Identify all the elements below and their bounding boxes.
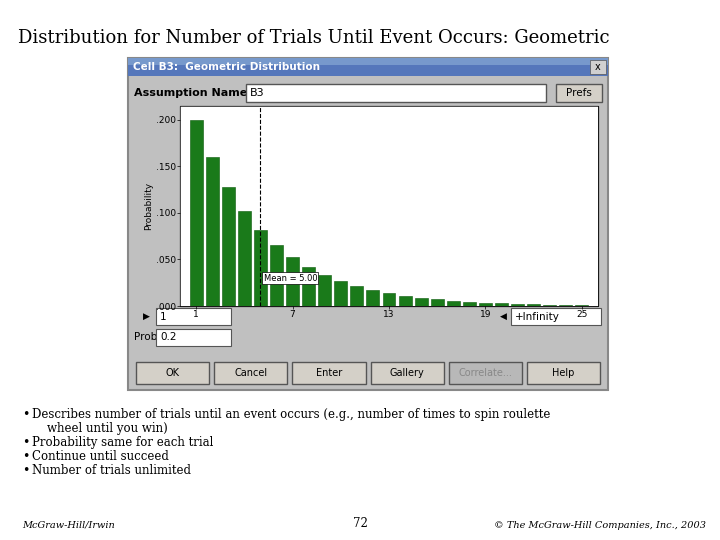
Text: © The McGraw-Hill Companies, Inc., 2003: © The McGraw-Hill Companies, Inc., 2003 (494, 521, 706, 530)
Text: Mean = 5.00: Mean = 5.00 (264, 274, 318, 282)
Text: 72: 72 (353, 517, 367, 530)
Bar (286, 257, 299, 306)
Bar (351, 286, 364, 306)
Text: Cancel: Cancel (234, 368, 267, 378)
Text: x: x (595, 62, 601, 72)
Text: Enter: Enter (316, 368, 342, 378)
Bar (136, 362, 210, 384)
Bar (189, 120, 202, 306)
Bar (544, 305, 557, 306)
Text: Describes number of trials until an event occurs (e.g., number of times to spin : Describes number of trials until an even… (32, 408, 550, 421)
Bar (270, 245, 283, 306)
Text: +Infinity: +Infinity (515, 312, 560, 321)
Bar (449, 362, 522, 384)
Text: B3: B3 (250, 88, 265, 98)
Bar (511, 308, 601, 325)
Text: wheel until you win): wheel until you win) (32, 422, 168, 435)
Bar (128, 58, 608, 76)
Bar (527, 362, 600, 384)
Bar (431, 300, 444, 306)
Text: •: • (22, 464, 30, 477)
Bar (180, 106, 598, 306)
Bar (399, 296, 412, 306)
Bar (463, 302, 476, 306)
Bar (302, 267, 315, 306)
Bar (334, 281, 347, 306)
Text: Distribution for Number of Trials Until Event Occurs: Geometric: Distribution for Number of Trials Until … (18, 29, 610, 47)
Bar (292, 362, 366, 384)
Text: OK: OK (166, 368, 179, 378)
Text: Prefs: Prefs (566, 88, 592, 98)
Text: Continue until succeed: Continue until succeed (32, 450, 169, 463)
Bar (128, 58, 608, 390)
Y-axis label: Probability: Probability (144, 182, 153, 230)
Bar (246, 84, 546, 102)
Text: Cell B3:  Geometric Distribution: Cell B3: Geometric Distribution (133, 62, 320, 72)
Text: •: • (22, 436, 30, 449)
Bar (559, 305, 572, 306)
Text: ▶: ▶ (182, 307, 189, 316)
Bar (527, 304, 540, 306)
Text: Number of trials unlimited: Number of trials unlimited (32, 464, 191, 477)
Text: •: • (22, 408, 30, 421)
Bar (511, 304, 524, 306)
Bar (238, 211, 251, 306)
Bar (156, 329, 231, 346)
Bar (415, 298, 428, 306)
Bar (382, 293, 395, 306)
Text: Gallery: Gallery (390, 368, 425, 378)
Bar (222, 187, 235, 306)
Bar (254, 230, 267, 306)
Text: ◀: ◀ (590, 307, 596, 316)
Bar (156, 308, 231, 325)
Bar (590, 60, 606, 74)
Text: Help: Help (552, 368, 575, 378)
Text: 1: 1 (160, 312, 166, 321)
Bar (206, 157, 219, 306)
Bar (447, 301, 460, 306)
Bar (318, 275, 331, 306)
Bar (214, 362, 287, 384)
Bar (556, 84, 602, 102)
Text: ▶: ▶ (143, 312, 150, 321)
Text: Probability same for each trial: Probability same for each trial (32, 436, 213, 449)
Text: •: • (22, 450, 30, 463)
Bar (575, 305, 588, 306)
Text: Assumption Name:: Assumption Name: (134, 88, 252, 98)
Bar (128, 58, 608, 65)
Text: Prob.: Prob. (134, 333, 161, 342)
Text: Correlate...: Correlate... (459, 368, 512, 378)
Bar (495, 303, 508, 306)
Text: 0.2: 0.2 (160, 333, 176, 342)
Bar (371, 362, 444, 384)
Bar (366, 290, 379, 306)
Bar (479, 302, 492, 306)
Text: ◀: ◀ (500, 312, 506, 321)
Text: McGraw-Hill/Irwin: McGraw-Hill/Irwin (22, 521, 114, 530)
